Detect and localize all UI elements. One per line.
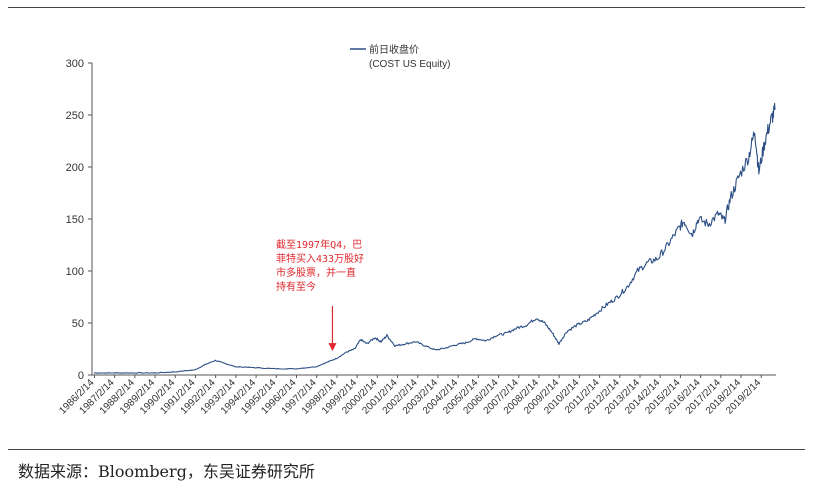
top-rule bbox=[8, 7, 805, 8]
price-series-line bbox=[94, 102, 776, 374]
y-tick-label: 200 bbox=[66, 162, 84, 174]
annotation-line: 菲特买入433万股好 bbox=[276, 253, 364, 265]
y-tick-label: 50 bbox=[72, 318, 84, 330]
y-tick-label: 150 bbox=[66, 214, 84, 226]
annotation-line: 截至1997年Q4，巴 bbox=[276, 238, 362, 251]
y-tick-label: 0 bbox=[78, 370, 84, 382]
annotation-line: 市多股票，并一直 bbox=[276, 266, 356, 279]
y-tick-label: 100 bbox=[66, 266, 84, 278]
line-chart: 0501001502002503001986/2/141987/2/141988… bbox=[57, 43, 776, 417]
annotation-line: 持有至今 bbox=[276, 280, 316, 293]
legend-label: 前日收盘价 bbox=[369, 43, 419, 56]
bottom-rule bbox=[8, 449, 805, 450]
y-tick-label: 250 bbox=[66, 110, 84, 122]
y-tick-label: 300 bbox=[66, 58, 84, 70]
source-note: 数据来源：Bloomberg，东吴证券研究所 bbox=[18, 462, 315, 481]
annotation-arrow-head bbox=[328, 343, 337, 352]
legend-sublabel: (COST US Equity) bbox=[369, 59, 451, 70]
